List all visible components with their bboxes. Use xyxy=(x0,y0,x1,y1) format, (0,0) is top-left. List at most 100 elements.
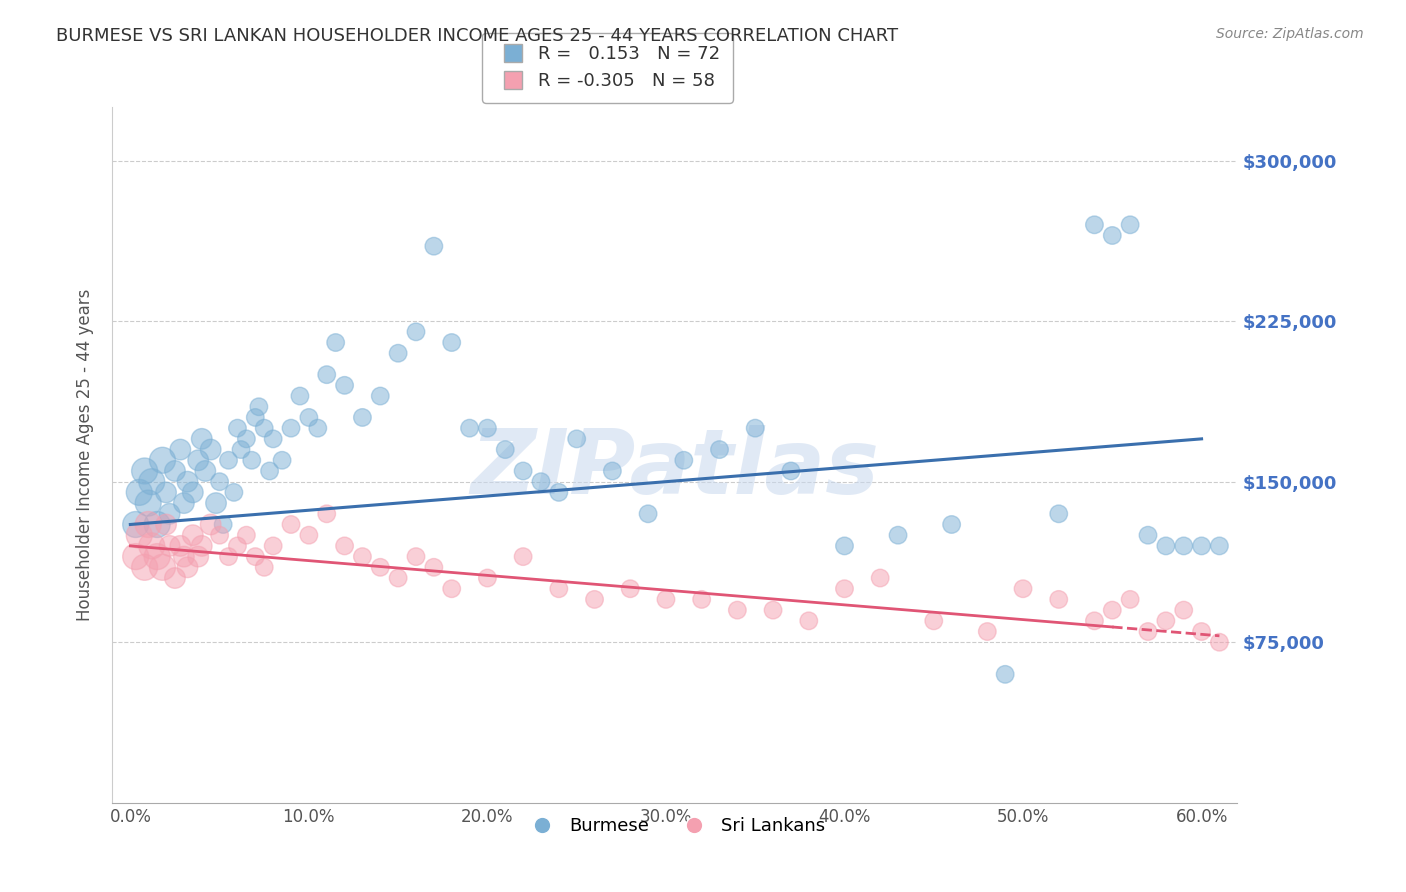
Point xyxy=(159,507,181,521)
Point xyxy=(869,571,891,585)
Point xyxy=(271,453,294,467)
Point xyxy=(744,421,766,435)
Point xyxy=(368,389,391,403)
Point xyxy=(190,539,212,553)
Point xyxy=(690,592,713,607)
Point xyxy=(235,528,257,542)
Point xyxy=(637,507,659,521)
Point xyxy=(583,592,606,607)
Point xyxy=(262,539,284,553)
Point xyxy=(619,582,641,596)
Point xyxy=(128,528,150,542)
Point xyxy=(212,517,235,532)
Text: Source: ZipAtlas.com: Source: ZipAtlas.com xyxy=(1216,27,1364,41)
Point xyxy=(169,442,191,457)
Point xyxy=(405,325,427,339)
Point xyxy=(229,442,252,457)
Point xyxy=(725,603,748,617)
Point xyxy=(134,560,156,574)
Point xyxy=(1047,592,1070,607)
Point xyxy=(1173,603,1195,617)
Point xyxy=(181,528,204,542)
Point xyxy=(128,485,150,500)
Point xyxy=(325,335,347,350)
Point xyxy=(141,475,163,489)
Point xyxy=(194,464,217,478)
Point xyxy=(1154,614,1177,628)
Point xyxy=(512,549,534,564)
Point xyxy=(152,453,174,467)
Point xyxy=(1137,624,1160,639)
Point xyxy=(226,421,249,435)
Point xyxy=(780,464,803,478)
Point xyxy=(512,464,534,478)
Point xyxy=(298,528,321,542)
Point xyxy=(976,624,998,639)
Point xyxy=(1173,539,1195,553)
Point xyxy=(922,614,945,628)
Point xyxy=(245,410,267,425)
Point xyxy=(477,571,499,585)
Point xyxy=(1154,539,1177,553)
Text: BURMESE VS SRI LANKAN HOUSEHOLDER INCOME AGES 25 - 44 YEARS CORRELATION CHART: BURMESE VS SRI LANKAN HOUSEHOLDER INCOME… xyxy=(56,27,898,45)
Point xyxy=(187,453,209,467)
Point xyxy=(190,432,212,446)
Y-axis label: Householder Income Ages 25 - 44 years: Householder Income Ages 25 - 44 years xyxy=(76,289,94,621)
Point xyxy=(762,603,785,617)
Point xyxy=(187,549,209,564)
Point xyxy=(672,453,695,467)
Point xyxy=(1208,539,1230,553)
Point xyxy=(247,400,270,414)
Point xyxy=(253,560,276,574)
Point xyxy=(245,549,267,564)
Point xyxy=(176,475,198,489)
Point xyxy=(887,528,910,542)
Point xyxy=(834,539,856,553)
Point xyxy=(530,475,553,489)
Point xyxy=(1083,218,1105,232)
Point xyxy=(1208,635,1230,649)
Point xyxy=(1191,539,1213,553)
Point xyxy=(307,421,329,435)
Point xyxy=(1101,228,1123,243)
Point xyxy=(173,549,195,564)
Point xyxy=(200,517,222,532)
Point xyxy=(181,485,204,500)
Point xyxy=(208,475,231,489)
Point xyxy=(280,421,302,435)
Legend: Burmese, Sri Lankans: Burmese, Sri Lankans xyxy=(517,810,832,842)
Point xyxy=(477,421,499,435)
Point xyxy=(1119,592,1142,607)
Point xyxy=(218,453,240,467)
Point xyxy=(1101,603,1123,617)
Point xyxy=(222,485,245,500)
Point xyxy=(941,517,963,532)
Point xyxy=(440,335,463,350)
Point xyxy=(547,485,569,500)
Point xyxy=(352,549,374,564)
Point xyxy=(797,614,820,628)
Point xyxy=(159,539,181,553)
Point xyxy=(146,549,169,564)
Point xyxy=(387,571,409,585)
Point xyxy=(169,539,191,553)
Point xyxy=(1119,218,1142,232)
Point xyxy=(125,517,148,532)
Point xyxy=(173,496,195,510)
Point xyxy=(565,432,588,446)
Point xyxy=(315,368,337,382)
Point xyxy=(1012,582,1035,596)
Point xyxy=(125,549,148,564)
Point xyxy=(205,496,228,510)
Point xyxy=(709,442,731,457)
Point xyxy=(152,560,174,574)
Point xyxy=(547,582,569,596)
Point xyxy=(423,560,446,574)
Point xyxy=(405,549,427,564)
Point xyxy=(315,507,337,521)
Point xyxy=(163,464,186,478)
Point xyxy=(134,464,156,478)
Point xyxy=(352,410,374,425)
Point xyxy=(494,442,516,457)
Point xyxy=(298,410,321,425)
